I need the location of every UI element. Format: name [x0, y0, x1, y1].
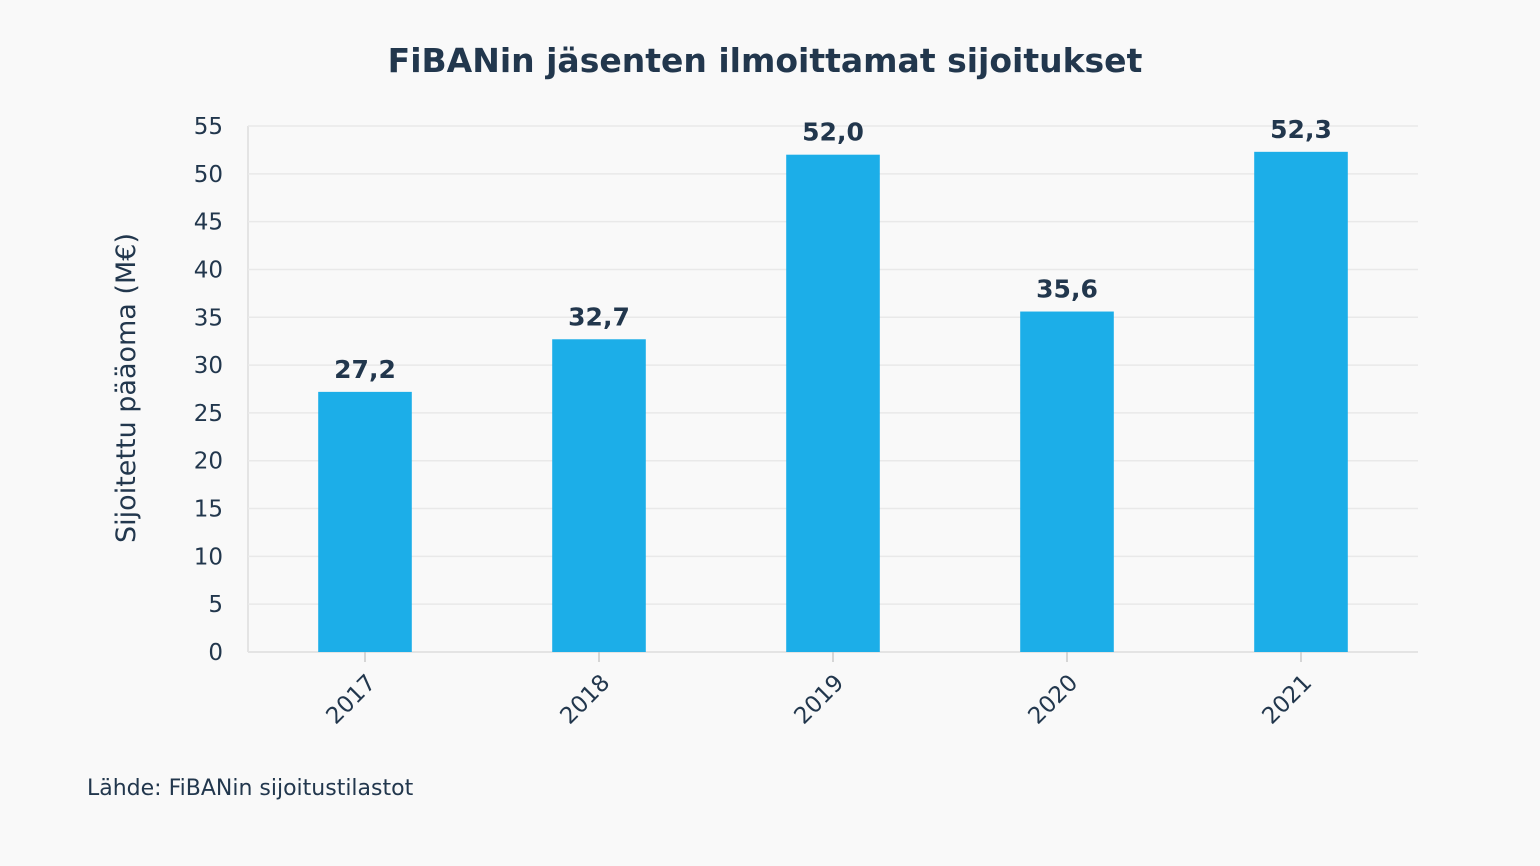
bar-2019 [786, 154, 880, 652]
bar-2021 [1254, 151, 1348, 652]
chart-title: FiBANin jäsenten ilmoittamat sijoitukset [388, 41, 1143, 80]
y-tick-label: 45 [194, 210, 223, 236]
y-tick-label: 50 [194, 162, 223, 188]
source-note: Lähde: FiBANin sijoitustilastot [87, 776, 414, 801]
y-tick-label: 30 [194, 353, 223, 379]
y-axis-label: Sijoitettu pääoma (M€) [111, 233, 142, 543]
bar-2020 [1020, 311, 1114, 652]
x-axis-ticks: 2017 2018 2019 2020 2021 [321, 652, 1317, 730]
y-tick-label: 40 [194, 257, 223, 283]
data-label-2021: 52,3 [1270, 115, 1332, 144]
data-labels: 27,2 32,7 52,0 35,6 52,3 [334, 115, 1332, 384]
bar-2017 [318, 391, 412, 652]
x-tick-label-2017: 2017 [321, 670, 381, 730]
x-tick-label-2021: 2021 [1257, 670, 1317, 730]
x-tick-label-2018: 2018 [555, 670, 615, 730]
y-tick-label: 0 [208, 640, 223, 666]
y-tick-label: 15 [194, 497, 223, 523]
x-tick-label-2020: 2020 [1023, 670, 1083, 730]
y-tick-label: 55 [194, 114, 223, 140]
x-tick-label-2019: 2019 [789, 670, 849, 730]
data-label-2019: 52,0 [802, 118, 864, 147]
y-tick-label: 20 [194, 449, 223, 475]
bar-2018 [552, 339, 646, 652]
bars [318, 151, 1348, 652]
y-tick-label: 10 [194, 544, 223, 570]
y-tick-label: 35 [194, 305, 223, 331]
data-label-2018: 32,7 [568, 302, 630, 331]
y-tick-label: 5 [208, 592, 223, 618]
data-label-2017: 27,2 [334, 355, 396, 384]
y-tick-label: 25 [194, 401, 223, 427]
data-label-2020: 35,6 [1036, 275, 1098, 304]
y-axis-ticks: 0 5 10 15 20 25 30 35 40 45 50 55 [194, 114, 223, 666]
